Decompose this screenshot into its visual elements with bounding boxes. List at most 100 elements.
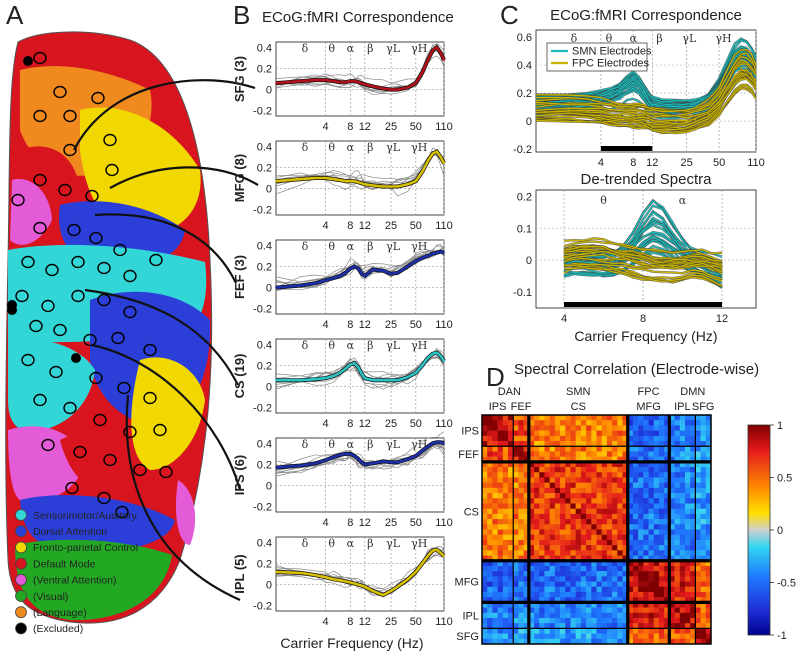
heatmap-cell [684,446,691,452]
heatmap-cell [700,430,707,437]
heatmap-cell [632,498,639,504]
heatmap-cell [575,623,582,629]
heatmap-cell [586,612,592,619]
heatmap-cell [580,602,587,608]
heatmap-cell [679,586,686,593]
heatmap-cell [549,493,556,499]
heatmap-cell [648,581,655,588]
heatmap-cell [653,545,660,551]
heatmap-cell [612,467,618,473]
heatmap-cell [658,550,665,556]
heatmap-cell [690,477,696,483]
heatmap-cell [580,638,587,645]
electrode-11 [11,193,25,207]
heatmap-cell [700,420,707,426]
heatmap-cell [554,628,561,634]
heatmap-cell [482,456,488,463]
heatmap-cell [487,498,493,504]
heatmap-cell [679,441,686,447]
heatmap-cell [575,565,582,572]
heatmap-cell [705,493,712,499]
heatmap-cell [518,545,524,551]
heatmap-cell [601,565,608,572]
heatmap-cell [586,633,592,640]
heatmap-cell [684,560,691,567]
heatmap-cell [534,446,540,452]
heatmap-cell [565,519,571,525]
heatmap-cell [482,503,488,509]
heatmap-cell [700,571,707,577]
heatmap-cell [482,612,488,619]
data-point [406,265,409,268]
heatmap-cell [523,451,530,457]
heatmap-cell [497,461,504,468]
heatmap-cell [534,503,540,509]
heatmap-cell [570,467,576,473]
heatmap-cell [643,477,649,483]
heatmap-cell [539,602,545,608]
heatmap-cell [492,555,498,562]
band-label: θ [328,438,335,451]
heatmap-cell [617,441,623,447]
heatmap-cell [612,612,618,619]
heatmap-cell [627,534,634,541]
heatmap-cell [560,482,566,489]
heatmap-cell [565,415,571,421]
heatmap-cell [544,503,550,509]
heatmap-cell [502,628,509,634]
heatmap-cell [622,586,629,593]
heatmap-cell [565,623,571,629]
panel-b-xlabel: Carrier Frequency (Hz) [280,635,423,651]
heatmap-cell [487,513,493,520]
heatmap-cell [705,487,712,494]
heatmap-cell [658,560,665,567]
heatmap-cell [684,638,691,645]
heatmap-cell [669,430,675,437]
heatmap-cell [622,529,629,535]
heatmap-cell [632,456,639,463]
heatmap-cell [518,425,524,431]
heatmap-cell [539,591,545,598]
heatmap-cell [648,612,655,619]
heatmap-cell [679,425,686,431]
heatmap-cell [497,451,504,457]
heatmap-cell [513,482,519,489]
y-tick-label: 0 [266,283,272,295]
data-point [339,179,341,182]
heatmap-cell [508,597,514,603]
heatmap-cell [643,539,649,546]
heatmap-cell [518,623,524,629]
heatmap-cell [695,446,701,452]
heatmap-cell [632,482,639,489]
heatmap-cell [528,591,535,598]
data-point [299,379,302,382]
heatmap-cell [565,607,571,614]
heatmap-cell [638,477,644,483]
heatmap-cell [586,529,592,535]
heatmap-cell [658,617,665,624]
heatmap-cell [492,534,498,541]
heatmap-cell [601,425,608,431]
colorbar-tick-label: 0.5 [777,473,792,485]
heatmap-cell [528,638,535,645]
heatmap-cell [658,586,665,593]
heatmap-cell [502,545,509,551]
heatmap-cell [606,508,613,515]
data-point [734,74,736,76]
heatmap-cell [606,415,613,421]
heatmap-cell [575,550,582,556]
heatmap-cell [612,451,618,457]
heatmap-cell [658,591,665,598]
data-point [431,252,434,255]
heatmap-cell [674,524,681,530]
heatmap-cell [674,487,681,494]
heatmap-cell [653,446,660,452]
heatmap-cell [586,597,592,603]
heatmap-cell [523,519,530,525]
heatmap-cell [638,451,644,457]
heatmap-cell [487,425,493,431]
heatmap-cell [664,529,670,535]
heatmap-cell [497,555,504,562]
heatmap-cell [580,477,587,483]
heatmap-cell [601,597,608,603]
